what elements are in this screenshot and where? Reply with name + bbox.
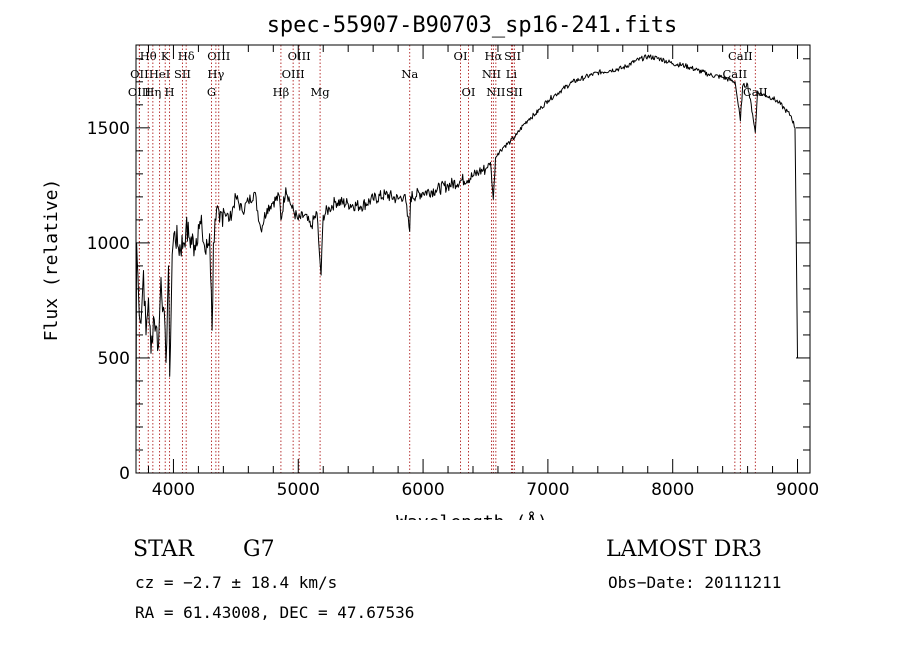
spectrum-series [135,54,798,439]
y-axis-label: Flux (relative) [41,179,62,342]
x-tick-label: 6000 [401,480,444,500]
object-subclass: G7 [243,537,275,562]
object-class: STAR [133,537,194,562]
spectral-line-label-24: OI [462,85,476,99]
redshift-cz: cz = −2.7 ± 18.4 km/s [135,573,338,592]
spectral-line-label-15: NII [482,67,501,81]
spectrum-line-0 [135,54,798,439]
spectral-line-label-13: OIII [282,67,305,81]
spectral-line-label-4: OIII [288,49,311,63]
spectral-line-label-7: SII [504,49,521,63]
x-tick-label: 9000 [776,480,819,500]
spectral-line-label-6: Hα [484,49,502,63]
spectral-line-label-5: OI [454,49,468,63]
ra-dec-coords: RA = 61.43008, DEC = 47.67536 [135,603,415,622]
spectral-line-label-16: Li [506,67,518,81]
chart-title: spec-55907-B90703_sp16-241.fits [267,13,678,38]
spectral-line-label-10: HeI [149,67,170,81]
x-tick-label: 7000 [526,480,569,500]
x-tick-label: 8000 [651,480,694,500]
spectral-line-label-26: SII [506,85,523,99]
spectral-line-label-22: Hβ [273,85,290,99]
spectral-line-label-20: H [165,85,175,99]
spectral-line-label-8: CaII [728,49,753,63]
x-tick-label: 5000 [277,480,320,500]
y-tick-label: 1000 [87,234,130,254]
observation-date: Obs−Date: 20111211 [608,573,782,592]
spectral-line-label-14: Na [401,67,418,81]
spectral-line-label-1: K [161,49,170,63]
axis-ticks: 4000 5000 6000 7000 8000 9000 0 500 1000 1500 [87,45,819,500]
spectral-line-label-12: Hγ [207,67,224,81]
spectral-line-label-2: Hδ [178,49,195,63]
x-axis-label: Wavelength (Å) [396,511,548,520]
y-tick-label: 0 [119,464,130,484]
y-tick-label: 1500 [87,119,130,139]
y-tick-label: 500 [98,349,130,369]
spectral-line-label-25: NII [486,85,505,99]
plot-frame [135,44,811,474]
spectral-line-label-3: OIII [207,49,230,63]
spectral-line-label-23: Mg [311,85,331,99]
x-tick-label: 4000 [152,480,195,500]
survey-name: LAMOST DR3 [606,537,762,562]
spectral-line-label-21: G [207,85,216,99]
spectral-line-label-18: OIII [128,85,151,99]
spectrum-chart: spec-55907-B90703_sp16-241.fits Hθ K Hδ OII… [41,13,819,520]
spectral-line-label-11: SII [174,67,191,81]
spectral-line-label-19: Hη [144,85,161,99]
plot-border [135,44,811,474]
